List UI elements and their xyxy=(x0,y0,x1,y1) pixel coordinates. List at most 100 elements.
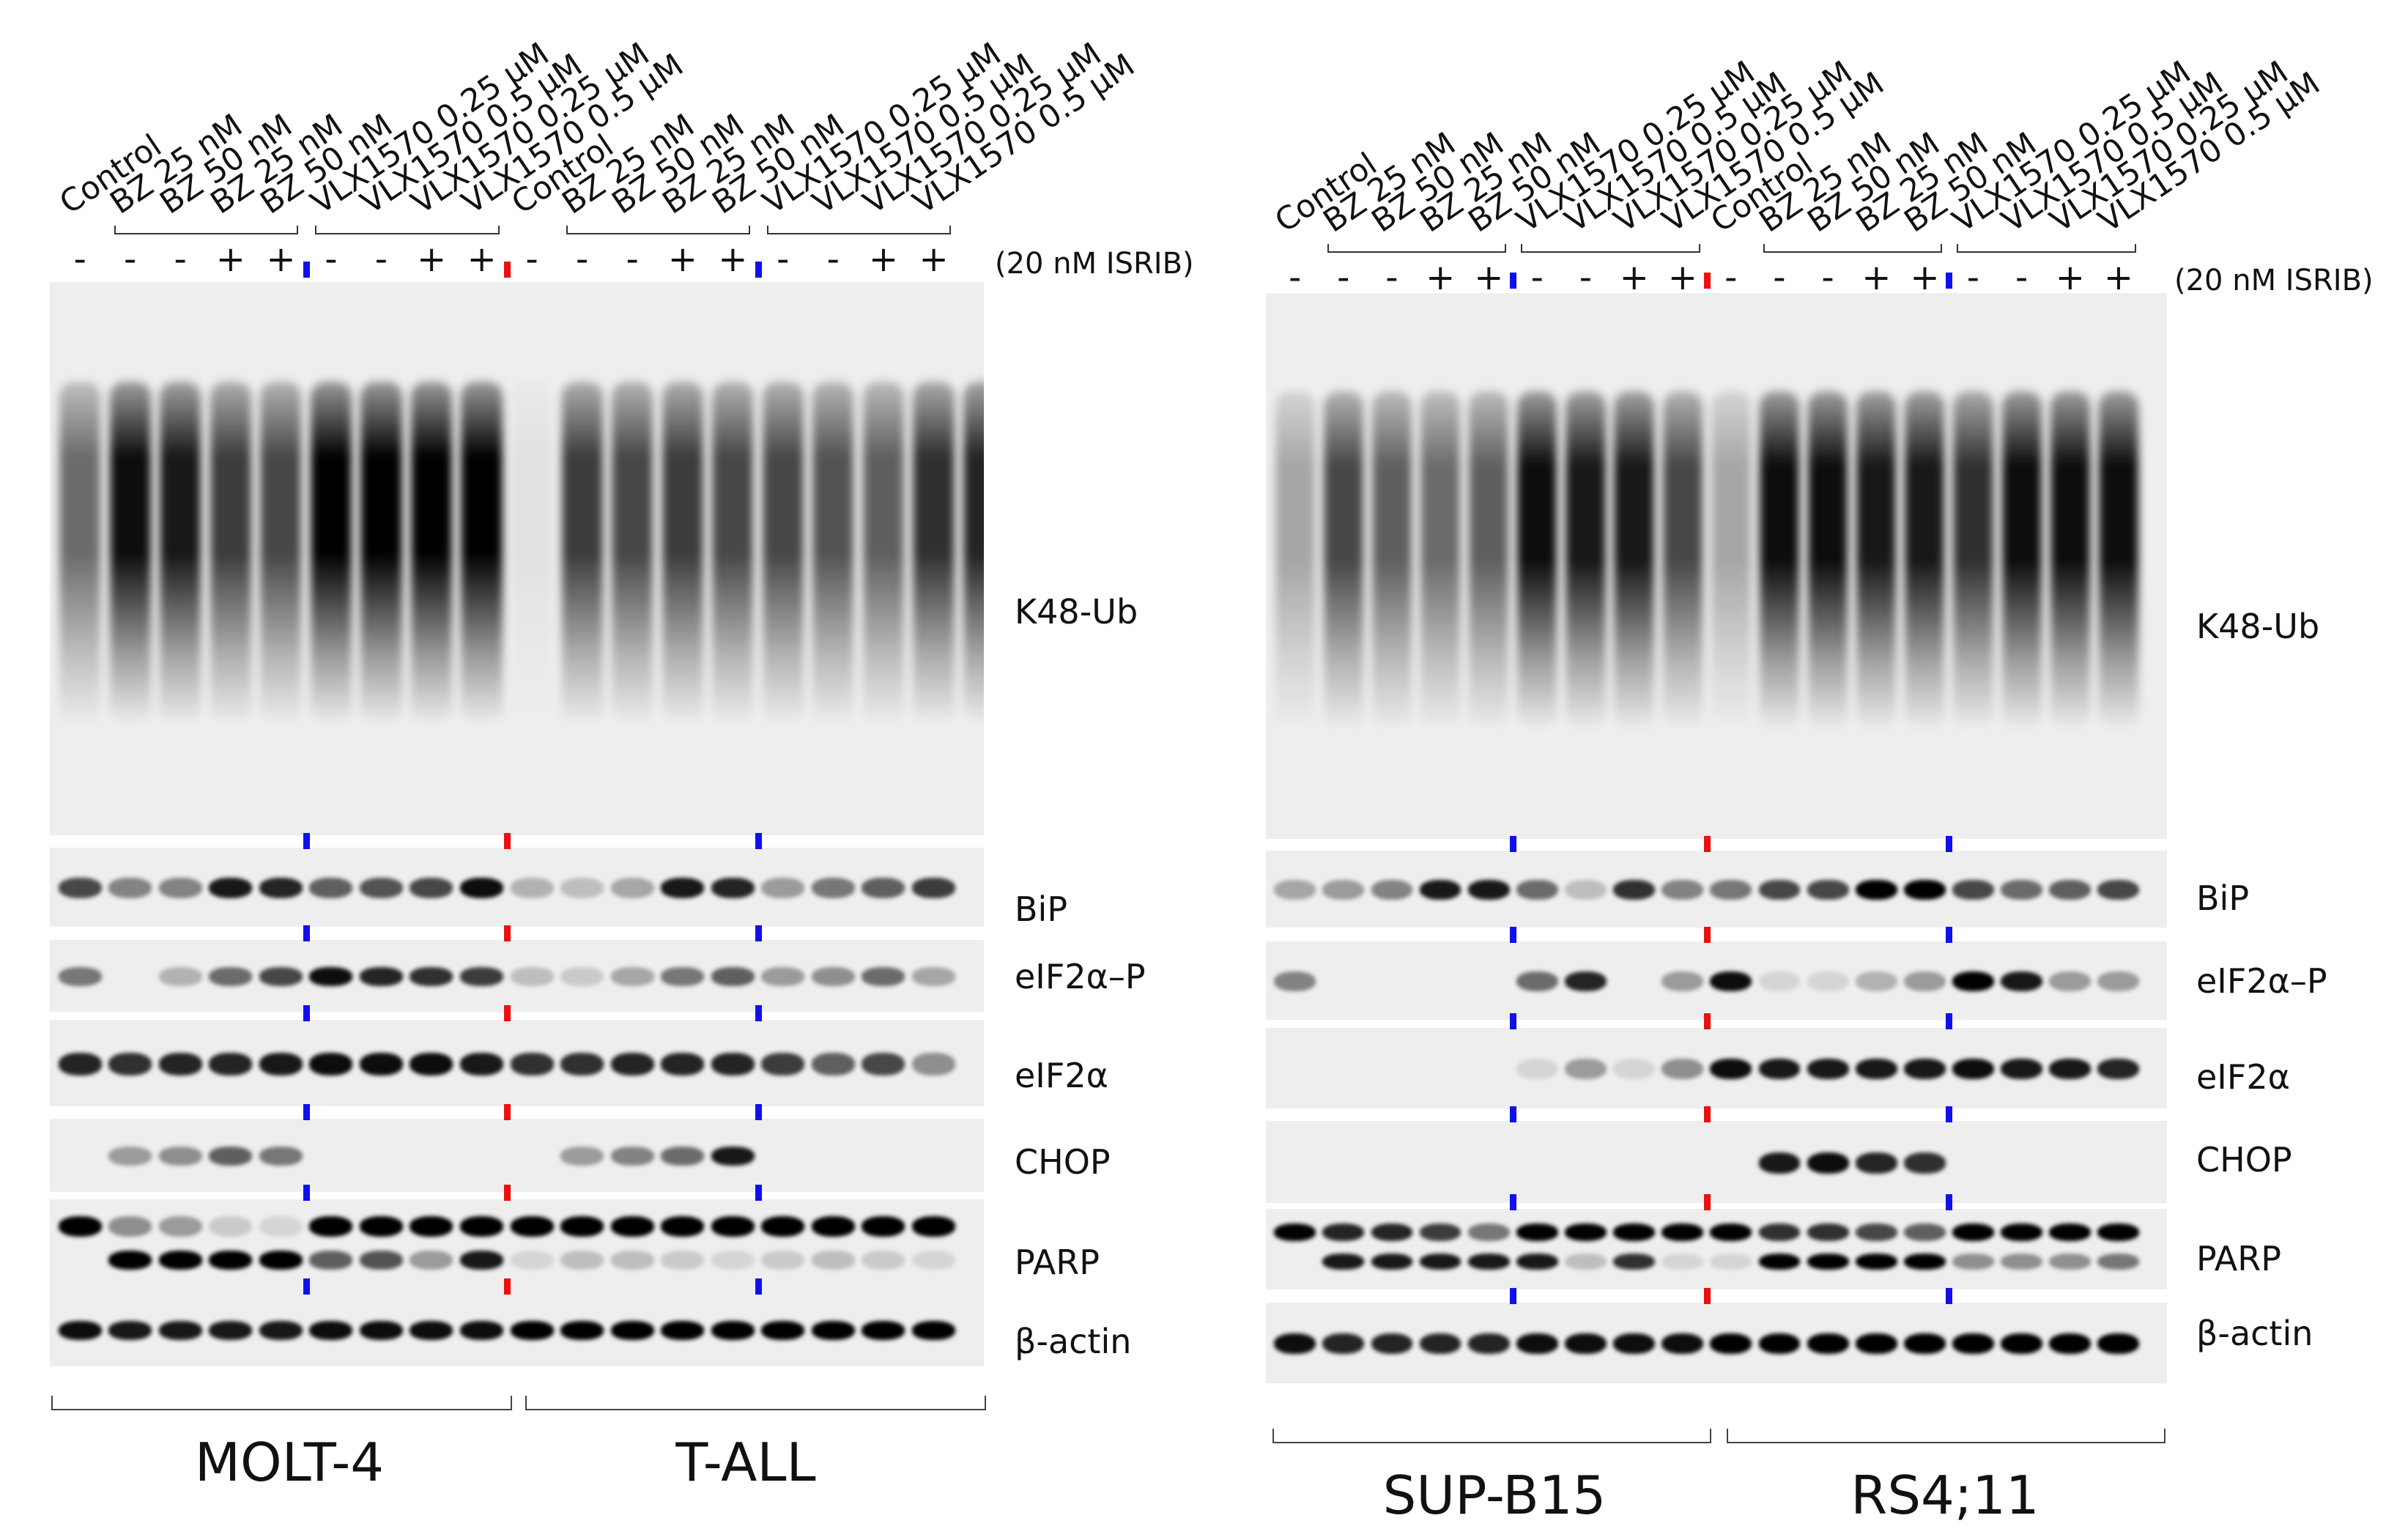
left-parp-cleaved-band xyxy=(862,1251,905,1270)
left-blot-eif2a xyxy=(50,1020,984,1106)
right-chop-band xyxy=(1565,1152,1607,1174)
right-actin-band xyxy=(1467,1333,1510,1355)
right-eif2ap-band xyxy=(1274,971,1316,992)
right-actin-band xyxy=(1419,1333,1461,1355)
left-k48-smear xyxy=(109,381,151,725)
left-k48-smear xyxy=(160,381,201,725)
right-treatment-group-line xyxy=(1957,251,2135,253)
right-parp-cleaved-band xyxy=(1807,1253,1849,1270)
left-k48-smear xyxy=(511,381,553,725)
left-k48-smear xyxy=(812,381,854,725)
right-chop-band xyxy=(1613,1152,1655,1174)
left-actin-band xyxy=(862,1321,905,1340)
left-chop-band xyxy=(912,1147,955,1166)
right-cell-line-label: RS4;11 xyxy=(1850,1465,2039,1526)
left-eif2a-band xyxy=(359,1052,403,1076)
right-eif2ap-band xyxy=(2001,971,2043,992)
left-eif2ap-band xyxy=(711,967,755,986)
left-chop-band xyxy=(158,1147,202,1166)
right-treatment-group-line xyxy=(1521,251,1699,253)
right-chop-band xyxy=(1952,1152,1994,1174)
left-parp-band xyxy=(911,1216,955,1237)
right-treatment-group-tick xyxy=(1505,244,1507,253)
left-isrib-sign: - xyxy=(525,239,538,280)
right-parp-band xyxy=(1274,1223,1316,1241)
left-eif2a-band xyxy=(811,1052,855,1076)
left-label-chop: CHOP xyxy=(1015,1142,1111,1182)
left-lane-divider-marker xyxy=(755,1185,762,1201)
right-parp-band xyxy=(1855,1223,1897,1241)
left-eif2a-band xyxy=(209,1052,253,1076)
left-eif2ap-band xyxy=(510,967,554,986)
right-treatment-group-tick xyxy=(1957,244,1959,253)
left-parp-band xyxy=(309,1216,353,1237)
right-bip-band xyxy=(1758,879,1801,900)
left-chop-band xyxy=(511,1147,554,1166)
left-parp-cleaved-band xyxy=(259,1251,303,1270)
left-parp-band xyxy=(460,1216,503,1237)
right-isrib-sign: - xyxy=(1773,257,1786,298)
left-eif2a-band xyxy=(510,1052,554,1076)
right-chop-band xyxy=(2097,1152,2139,1174)
right-isrib-sign: + xyxy=(1619,257,1649,298)
left-actin-band xyxy=(811,1321,855,1340)
right-k48-smear xyxy=(1371,391,1412,730)
right-k48-smear xyxy=(1420,391,1461,730)
left-treatment-group-tick xyxy=(314,226,316,234)
right-treatment-group-line xyxy=(1327,251,1505,253)
right-lane-divider-marker xyxy=(1510,273,1517,289)
right-k48-smear xyxy=(1275,391,1315,730)
right-parp-cleaved-band xyxy=(1855,1253,1897,1270)
right-blot-actin xyxy=(1266,1303,2167,1383)
right-isrib-label: (20 nM ISRIB) xyxy=(2174,264,2374,297)
right-isrib-sign: - xyxy=(2015,257,2029,298)
left-chop-band xyxy=(711,1147,755,1166)
left-blot-actin xyxy=(50,1293,984,1366)
left-actin-band xyxy=(309,1321,353,1340)
right-actin-band xyxy=(1516,1333,1558,1355)
right-eif2a-band xyxy=(1758,1058,1801,1080)
right-bip-band xyxy=(2097,879,2140,900)
right-parp-cleaved-band xyxy=(1274,1254,1316,1270)
right-lane-divider-marker xyxy=(1703,1106,1711,1122)
right-bip-band xyxy=(1855,879,1897,900)
left-lane-divider-marker xyxy=(755,1104,762,1120)
right-parp-band xyxy=(1661,1223,1704,1241)
right-actin-band xyxy=(2097,1333,2140,1355)
right-parp-band xyxy=(1807,1223,1849,1241)
left-parp-band xyxy=(661,1216,705,1237)
right-parp-band xyxy=(1565,1223,1607,1241)
left-parp-cleaved-band xyxy=(560,1251,604,1270)
right-bip-band xyxy=(1516,879,1558,900)
left-eif2ap-band xyxy=(209,967,253,986)
right-parp-band xyxy=(1903,1223,1946,1241)
right-cell-bracket xyxy=(1727,1429,2165,1443)
left-parp-band xyxy=(359,1216,403,1237)
left-isrib-sign: - xyxy=(325,239,338,280)
left-lane-divider-marker xyxy=(503,1005,511,1021)
right-lane-divider-marker xyxy=(1703,836,1711,852)
left-cell-bracket xyxy=(51,1396,512,1410)
left-lane-divider-marker xyxy=(503,1278,511,1295)
left-eif2a-band xyxy=(58,1052,102,1076)
left-isrib-sign: - xyxy=(124,239,137,280)
left-isrib-sign: + xyxy=(215,239,245,280)
left-chop-band xyxy=(360,1147,403,1166)
left-chop-band xyxy=(108,1147,152,1166)
left-eif2ap-band xyxy=(610,967,654,986)
right-lane-divider-marker xyxy=(1510,1106,1517,1122)
right-parp-band xyxy=(1952,1223,1994,1241)
left-k48-smear xyxy=(712,381,754,725)
right-parp-band xyxy=(1613,1223,1655,1241)
right-chop-band xyxy=(1661,1152,1703,1174)
left-actin-band xyxy=(58,1321,102,1340)
left-k48-smear xyxy=(410,381,453,725)
right-actin-band xyxy=(2049,1333,2092,1355)
right-eif2a-band xyxy=(2049,1058,2092,1080)
left-actin-band xyxy=(711,1321,755,1340)
left-actin-band xyxy=(661,1321,705,1340)
left-label-bip: BiP xyxy=(1015,889,1068,929)
right-isrib-sign: - xyxy=(1385,257,1398,298)
right-blot-eif2ap xyxy=(1266,941,2167,1020)
left-actin-band xyxy=(158,1321,202,1340)
